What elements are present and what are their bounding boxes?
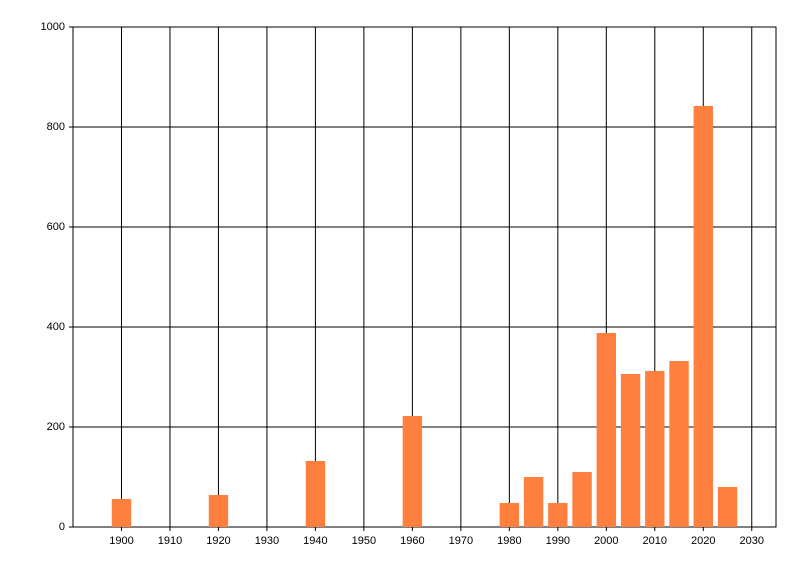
y-tick-label: 0 bbox=[59, 521, 65, 533]
x-tick-label: 2010 bbox=[643, 535, 667, 547]
x-tick-label: 1980 bbox=[497, 535, 521, 547]
y-tick-label: 1000 bbox=[41, 21, 65, 33]
bar bbox=[572, 472, 592, 527]
bar bbox=[523, 477, 544, 527]
x-tick-label: 1970 bbox=[449, 535, 473, 547]
y-tick-label: 200 bbox=[47, 421, 65, 433]
x-tick-label: 1910 bbox=[158, 535, 182, 547]
y-tick-label: 800 bbox=[47, 121, 65, 133]
bar bbox=[111, 499, 132, 527]
bar bbox=[717, 487, 738, 527]
bar bbox=[499, 503, 520, 527]
bar bbox=[620, 374, 641, 527]
bar bbox=[596, 333, 617, 527]
bar bbox=[669, 361, 689, 527]
y-tick-label: 400 bbox=[47, 321, 65, 333]
x-tick-label: 2020 bbox=[691, 535, 715, 547]
bar bbox=[208, 495, 229, 527]
y-tick-label: 600 bbox=[47, 221, 65, 233]
x-tick-label: 1990 bbox=[546, 535, 570, 547]
x-tick-label: 1920 bbox=[206, 535, 230, 547]
x-tick-label: 2030 bbox=[740, 535, 764, 547]
x-tick-label: 1900 bbox=[109, 535, 133, 547]
bar bbox=[548, 503, 568, 527]
bar bbox=[305, 461, 326, 527]
bar bbox=[645, 371, 665, 527]
x-tick-label: 2000 bbox=[594, 535, 618, 547]
x-tick-label: 1930 bbox=[255, 535, 279, 547]
bar bbox=[402, 416, 423, 527]
x-tick-label: 1950 bbox=[352, 535, 376, 547]
bar bbox=[693, 106, 713, 527]
x-tick-label: 1940 bbox=[303, 535, 327, 547]
x-tick-label: 1960 bbox=[400, 535, 424, 547]
